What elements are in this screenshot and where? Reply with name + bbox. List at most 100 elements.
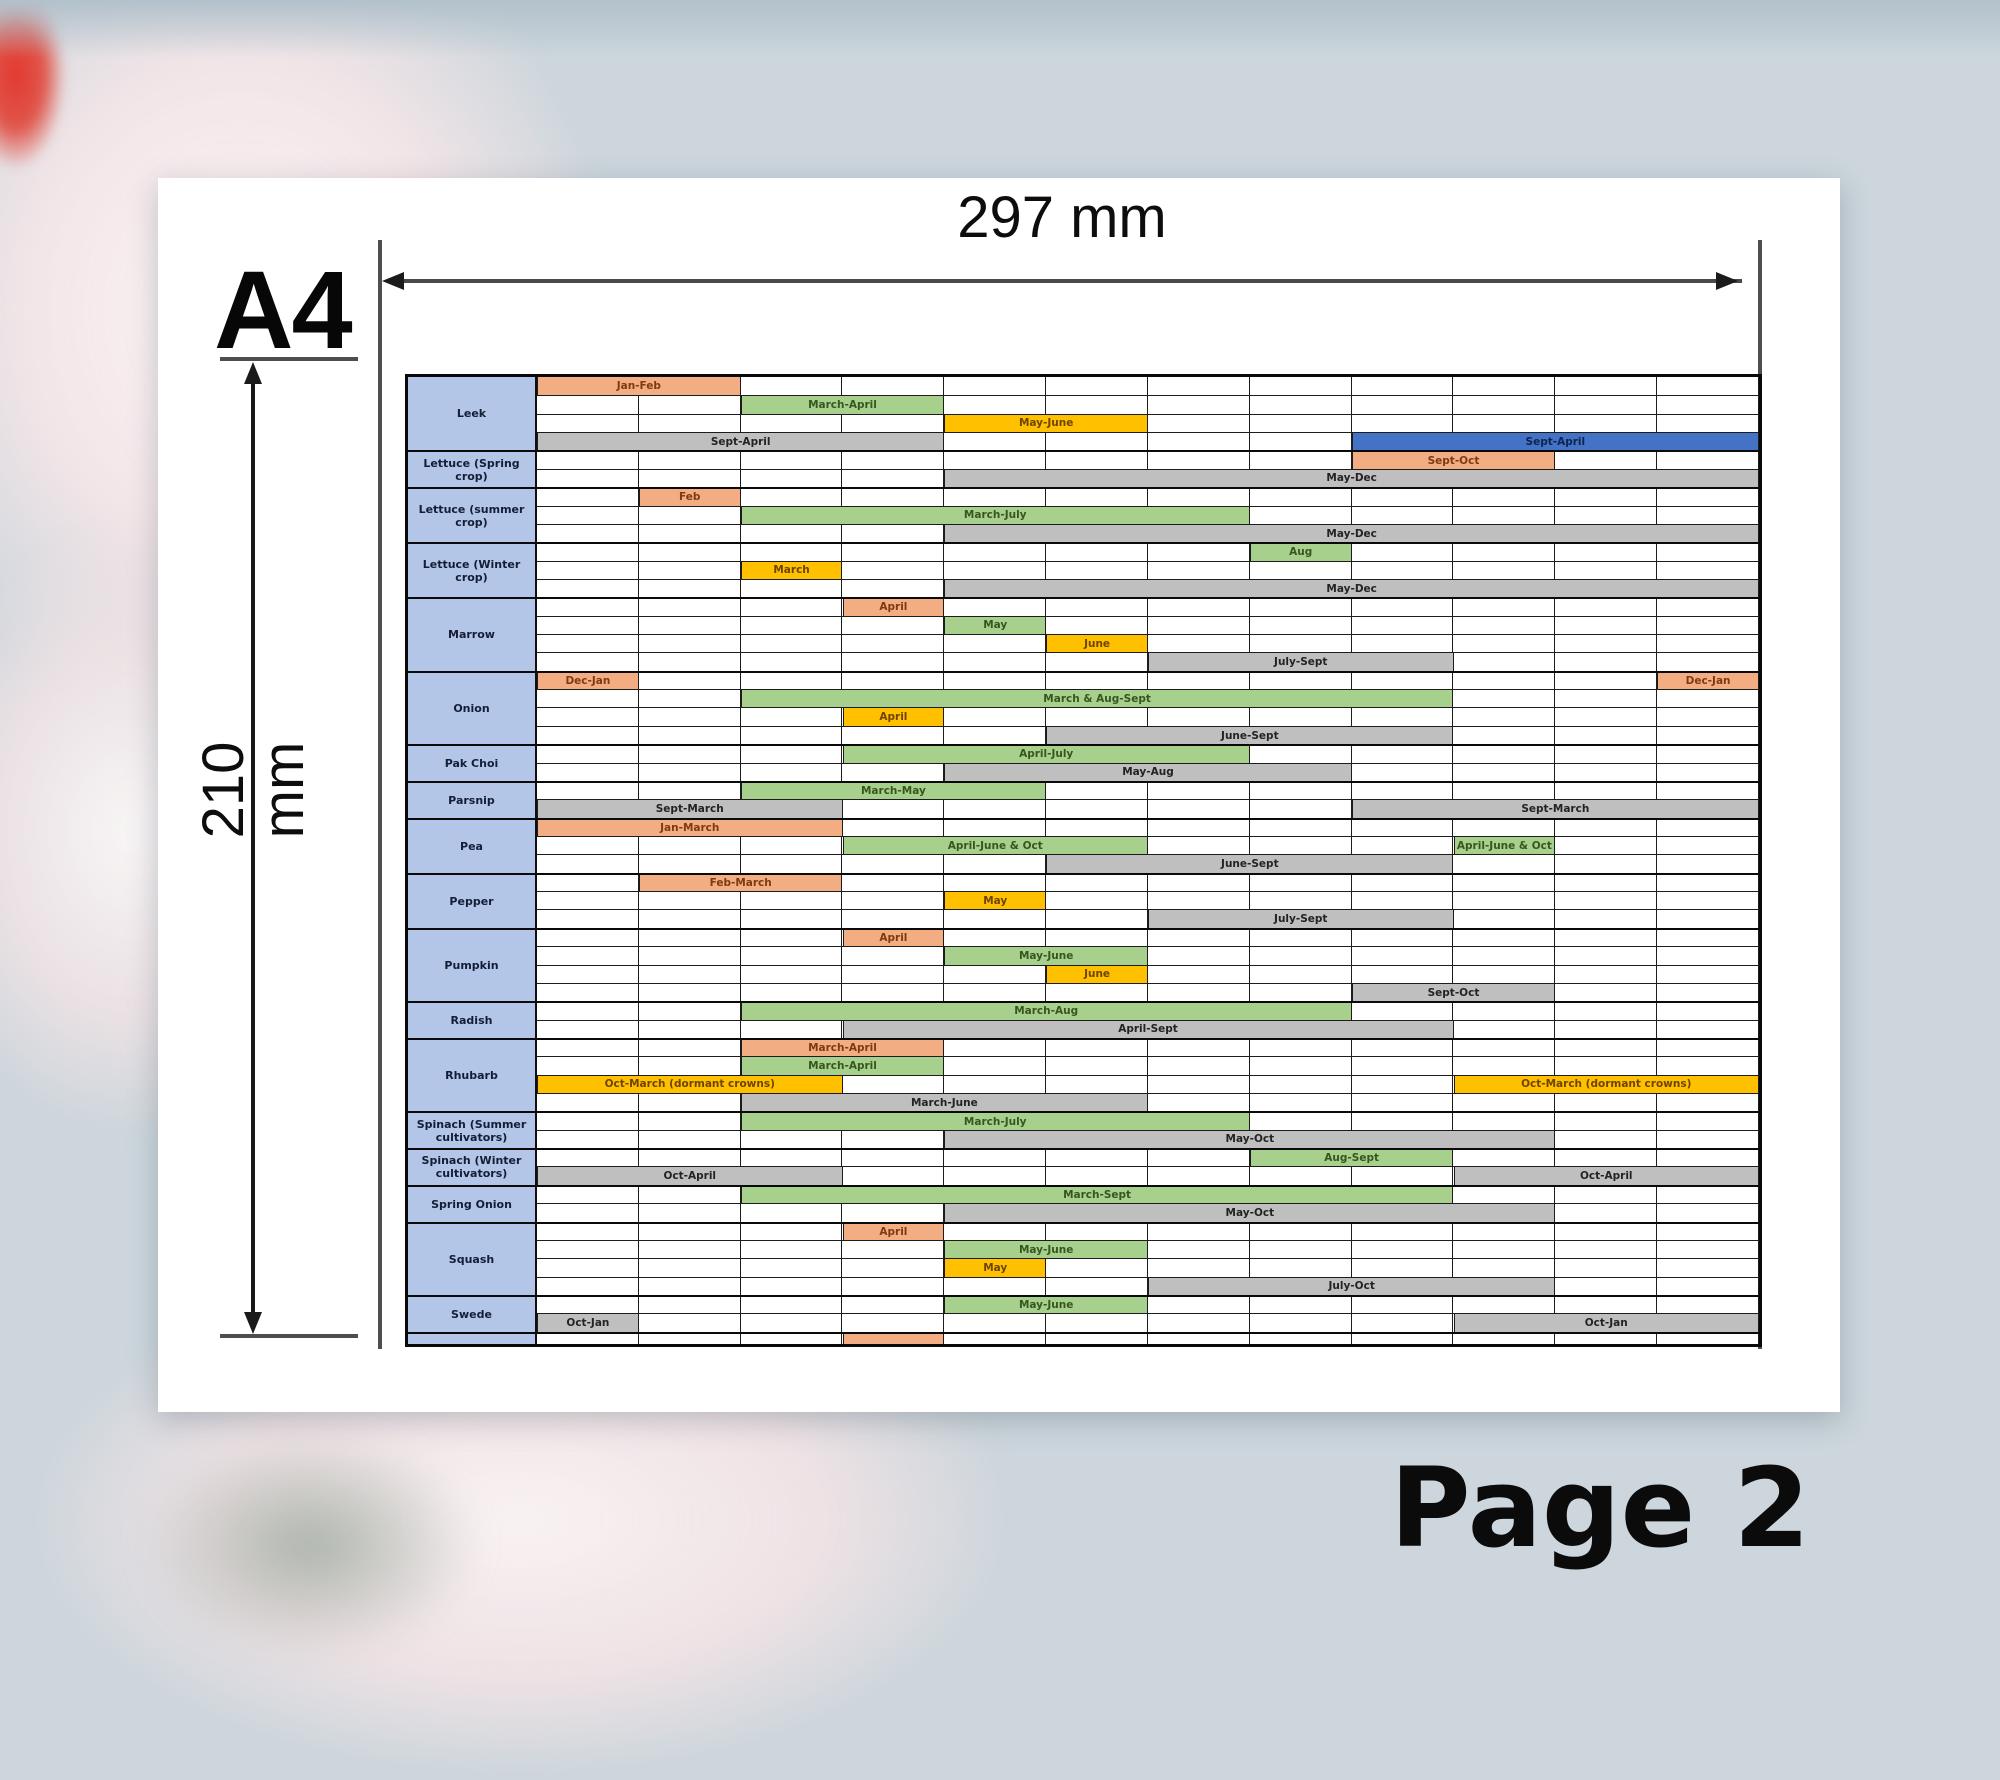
month-cell [1453,855,1556,873]
month-cell [1657,544,1759,561]
calendar-row: July-Oct [537,1276,1759,1295]
month-cell [1453,708,1556,726]
month-cell [1555,708,1658,726]
month-cell [1250,1314,1352,1332]
crop-rows: March-Sept May-Oct [537,1184,1759,1222]
month-cell [1148,672,1250,690]
gantt-bar: May [944,892,1047,910]
month-cell [639,1113,741,1130]
calendar-row: Jan-March [537,817,1759,836]
month-cell [842,653,945,671]
month-cell [1352,616,1454,635]
calendar-row: May-June [537,1294,1759,1314]
month-cell [639,544,741,561]
calendar-row: Oct-Jan Oct-Jan [537,1313,1759,1332]
calendar-row: May-June [537,1239,1759,1259]
calendar-row: April-Sept [537,1019,1759,1038]
month-cell [1352,836,1454,855]
month-cell [1352,746,1454,763]
month-cell [1046,396,1148,414]
month-cell [944,874,1047,892]
crop-label: Lettuce (Spring crop) [408,450,537,488]
calendar-row: July-Sept [537,909,1759,928]
background-top-band [0,0,2000,58]
month-cell [741,1333,843,1344]
month-cell [741,1223,843,1240]
gantt-bar [842,1333,945,1344]
month-cell [537,708,639,726]
month-cell [1657,452,1759,469]
month-cell [537,929,639,947]
month-cell [639,1223,741,1240]
crop-label: Pak Choi [408,744,537,781]
month-cell [741,635,843,653]
month-cell [1453,1150,1556,1167]
gantt-bar: May-June [944,414,1148,433]
month-cell [537,1333,639,1344]
month-cell [1046,599,1148,616]
month-cell [741,929,843,947]
month-cell [1250,377,1352,396]
month-cell [1352,1094,1454,1112]
month-cell [1046,489,1148,506]
month-cell [639,1314,741,1332]
calendar-row: March & Aug-Sept [537,689,1759,708]
month-cell [1352,396,1454,414]
crop-label: Onion [408,670,537,745]
month-cell [842,544,945,561]
month-cell [1046,800,1148,818]
month-cell [1555,874,1658,892]
month-cell [1657,616,1759,635]
gantt-bar: March-June [740,1094,1148,1112]
month-cell [741,672,843,690]
month-cell [1555,1130,1658,1149]
month-cell [944,1333,1047,1344]
gantt-bar: July-Sept [1148,910,1454,928]
month-cell [1352,782,1454,800]
gantt-bar: April-June & Oct [842,836,1148,855]
month-cell [639,524,741,543]
month-cell [741,414,843,433]
planting-calendar-table: Leek Jan-Feb March-April May-June Sept-April… [405,374,1762,1347]
month-cell [1148,983,1250,1002]
crop-block: Swede May-June Oct-Jan Oct-Jan [408,1294,1759,1332]
month-cell [1250,506,1352,524]
month-cell [639,1204,741,1222]
month-cell [1352,1259,1454,1277]
crop-rows: Jan-March April-June & Oct April-June & Oc… [537,817,1759,873]
month-cell [842,1296,945,1314]
calendar-row: June [537,964,1759,983]
month-cell [1657,1240,1759,1259]
month-cell [537,524,639,543]
month-cell [1555,672,1658,690]
month-cell [1453,672,1556,690]
month-cell [1046,708,1148,726]
month-cell [1046,377,1148,396]
month-cell [1453,1003,1556,1020]
month-cell [639,1333,741,1344]
month-cell [537,690,639,708]
crop-block [408,1331,1759,1344]
month-cell [1046,1057,1148,1075]
month-cell [1250,965,1352,983]
crop-label: Swede [408,1294,537,1332]
month-cell [842,726,945,745]
month-cell [1046,874,1148,892]
gantt-bar: March-April [740,396,945,414]
month-cell [1657,763,1759,781]
month-cell [741,910,843,928]
month-cell [639,506,741,524]
month-cell [639,690,741,708]
month-cell [842,1150,945,1167]
crop-block: Pumpkin April May-June June Sept-Oct [408,927,1759,1002]
month-cell [741,653,843,671]
month-cell [1046,1075,1148,1094]
month-cell [537,561,639,579]
month-cell [842,452,945,469]
month-cell [1352,1003,1454,1020]
gantt-bar: Dec-Jan [537,672,639,690]
month-cell [944,561,1047,579]
month-cell [1453,396,1556,414]
month-cell [1250,672,1352,690]
month-cell [537,1296,639,1314]
